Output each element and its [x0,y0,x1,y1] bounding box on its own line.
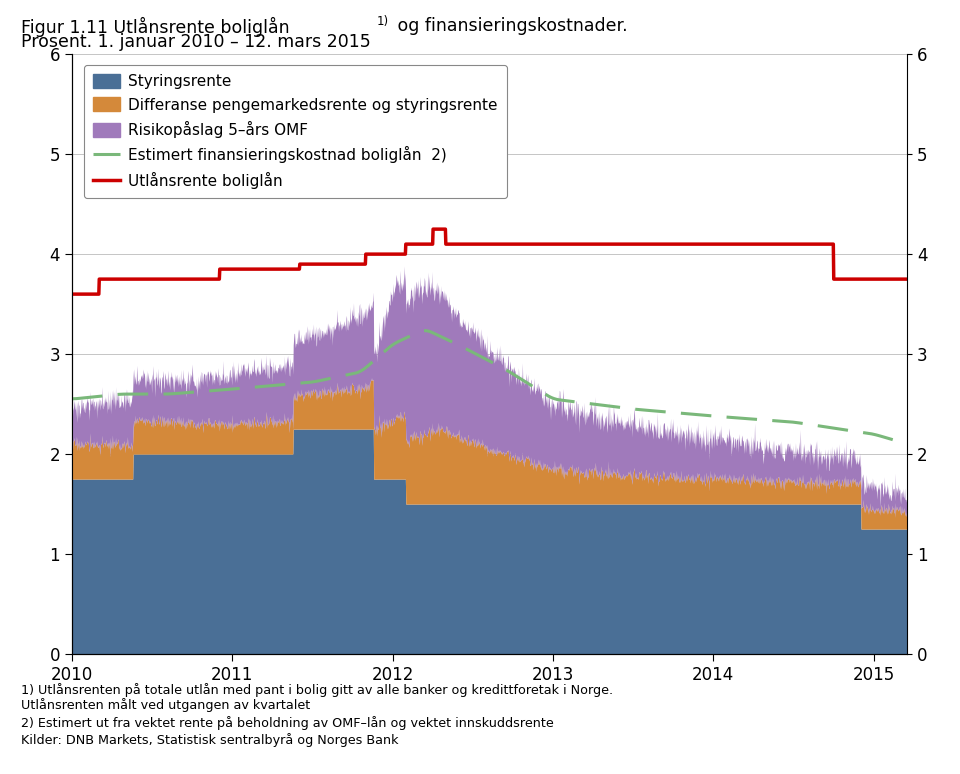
Text: Utlånsrenten målt ved utgangen av kvartalet: Utlånsrenten målt ved utgangen av kvarta… [21,698,310,712]
Text: 1): 1) [376,15,389,28]
Text: og finansieringskostnader.: og finansieringskostnader. [392,17,627,35]
Text: Kilder: DNB Markets, Statistisk sentralbyrå og Norges Bank: Kilder: DNB Markets, Statistisk sentralb… [21,733,398,747]
Legend: Styringsrente, Differanse pengemarkedsrente og styringsrente, Risikopåslag 5–års: Styringsrente, Differanse pengemarkedsre… [84,65,507,198]
Text: 1) Utlånsrenten på totale utlån med pant i bolig gitt av alle banker og kredittf: 1) Utlånsrenten på totale utlån med pant… [21,683,613,697]
Text: 2) Estimert ut fra vektet rente på beholdning av OMF–lån og vektet innskuddsrent: 2) Estimert ut fra vektet rente på behol… [21,716,554,730]
Text: Prosent. 1. januar 2010 – 12. mars 2015: Prosent. 1. januar 2010 – 12. mars 2015 [21,33,371,51]
Text: Figur 1.11 Utlånsrente boliglån: Figur 1.11 Utlånsrente boliglån [21,17,290,37]
